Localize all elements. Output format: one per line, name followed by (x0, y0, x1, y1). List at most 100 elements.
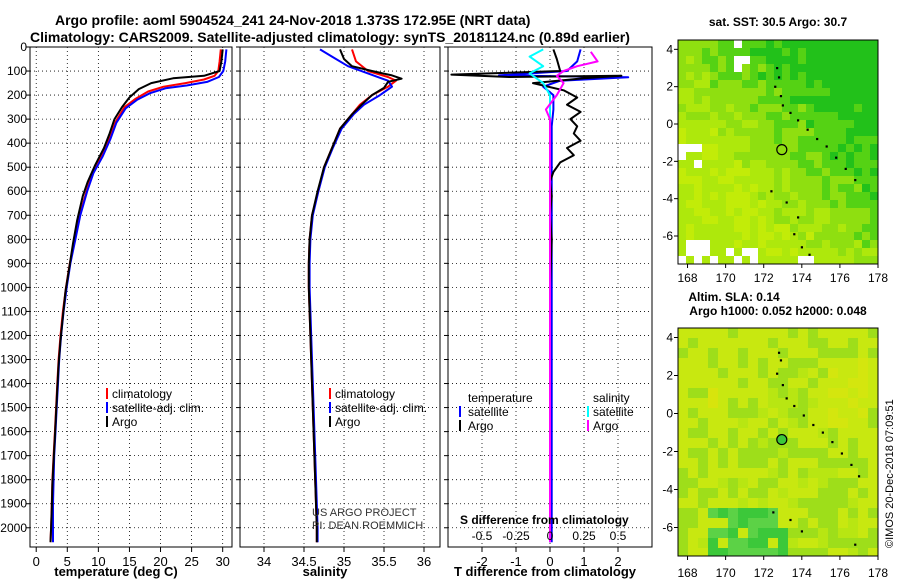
map-cell (766, 160, 774, 168)
map-cell (782, 216, 790, 224)
map-cell (806, 48, 814, 56)
map-cell (750, 176, 758, 184)
map-cell (768, 408, 778, 418)
map-cell (742, 152, 750, 160)
chart-title-line2: Climatology: CARS2009. Satellite-adjuste… (30, 29, 630, 45)
map-cell (798, 338, 808, 348)
map-cell (728, 448, 738, 458)
map-cell (782, 136, 790, 144)
map-cell (798, 200, 806, 208)
map-cell (870, 80, 878, 88)
map-cell (686, 240, 694, 248)
map-cell (768, 448, 778, 458)
map-cell (828, 418, 838, 428)
map-cell (798, 104, 806, 112)
map-cell (870, 56, 878, 64)
map-cell (708, 328, 718, 338)
map-cell (806, 136, 814, 144)
map-cell (758, 120, 766, 128)
map-cell (718, 56, 726, 64)
map-cell (708, 518, 718, 528)
map-cell (766, 96, 774, 104)
x-tick-label: 170 (716, 566, 736, 580)
map-cell (718, 548, 728, 556)
map-cell (698, 328, 708, 338)
map-cell (718, 232, 726, 240)
map-cell (734, 88, 742, 96)
y-tick-label: -6 (662, 521, 673, 535)
map-cell (778, 548, 788, 556)
map-cell (790, 240, 798, 248)
map-cell (698, 408, 708, 418)
map-cell (806, 168, 814, 176)
map-cell (798, 428, 808, 438)
track-dot (785, 397, 788, 400)
map-cell (694, 64, 702, 72)
map-cell (742, 88, 750, 96)
map-cell (710, 240, 718, 248)
map-cell (726, 128, 734, 136)
map-cell (678, 256, 686, 264)
track-dot (831, 441, 834, 444)
map-cell (768, 378, 778, 388)
map-cell (768, 528, 778, 538)
map-cell (694, 184, 702, 192)
map-cell (718, 458, 728, 468)
map-cell (678, 388, 688, 398)
map-cell (768, 388, 778, 398)
map-cell (766, 240, 774, 248)
map-cell (868, 418, 878, 428)
x-tick-label: 170 (716, 271, 736, 285)
map-cell (818, 508, 828, 518)
map-cell (718, 538, 728, 548)
map-cell (718, 168, 726, 176)
map-cell (686, 184, 694, 192)
map-cell (768, 488, 778, 498)
map-cell (822, 40, 830, 48)
map-cell (782, 112, 790, 120)
map-cell (828, 348, 838, 358)
map-cell (818, 468, 828, 478)
map-cell (868, 358, 878, 368)
map-cell (702, 128, 710, 136)
map-cell (750, 240, 758, 248)
map-cell (838, 548, 848, 556)
map-sst_map (674, 39, 879, 268)
map-cell (678, 64, 686, 72)
map-cell (758, 548, 768, 556)
map-cell (728, 388, 738, 398)
map-cell (822, 88, 830, 96)
map-cell (734, 176, 742, 184)
map-cell (742, 64, 750, 72)
map-cell (782, 232, 790, 240)
map-cell (688, 548, 698, 556)
imos-timestamp: ©IMOS 20-Dec-2018 07:09:51 (884, 399, 896, 548)
map-cell (862, 56, 870, 64)
map-cell (870, 232, 878, 240)
map-cell (838, 40, 846, 48)
map-cell (858, 548, 868, 556)
map-cell (838, 378, 848, 388)
map-cell (710, 40, 718, 48)
x-tick-label: 178 (868, 566, 888, 580)
map-cell (678, 200, 686, 208)
map-cell (870, 200, 878, 208)
map-cell (806, 112, 814, 120)
map-cell (806, 192, 814, 200)
map-cell (726, 136, 734, 144)
map-cell (758, 458, 768, 468)
map-cell (808, 358, 818, 368)
map-cell (862, 176, 870, 184)
track-dot (793, 233, 796, 236)
map-cell (838, 168, 846, 176)
map-cell (708, 548, 718, 556)
map-cell (848, 448, 858, 458)
map-cell (778, 358, 788, 368)
map-cell (678, 80, 686, 88)
map-cell (854, 96, 862, 104)
map-cell (870, 104, 878, 112)
legend-label: Argo (112, 415, 138, 429)
map-cell (768, 518, 778, 528)
map-cell (854, 104, 862, 112)
map-cell (822, 152, 830, 160)
